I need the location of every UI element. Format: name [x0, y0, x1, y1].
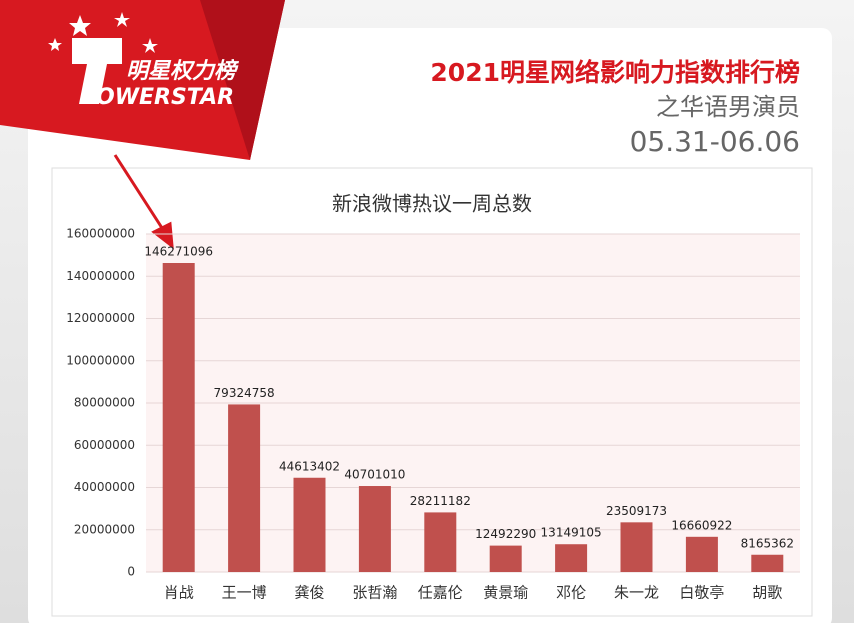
- bar: [162, 263, 195, 572]
- x-tick-label: 朱一龙: [614, 584, 659, 602]
- date-range: 05.31-06.06: [630, 125, 800, 158]
- y-tick-label: 160000000: [66, 227, 135, 241]
- value-label: 146271096: [144, 245, 213, 259]
- bar: [555, 544, 588, 572]
- x-tick-label: 黄景瑜: [483, 584, 528, 602]
- x-tick-label: 任嘉伦: [418, 584, 463, 602]
- bar: [293, 477, 326, 572]
- value-label: 40701010: [344, 468, 405, 482]
- bar: [424, 512, 457, 572]
- wordmark: OWERSTAR: [96, 85, 234, 110]
- value-label: 16660922: [671, 518, 732, 532]
- x-tick-label: 龚俊: [294, 584, 324, 602]
- y-tick-label: 100000000: [66, 353, 135, 367]
- page-subtitle: 之华语男演员: [656, 93, 800, 121]
- value-label: 8165362: [741, 536, 794, 550]
- arrow: [113, 154, 174, 250]
- y-tick-label: 40000000: [74, 480, 135, 494]
- value-label: 12492290: [475, 527, 536, 541]
- fist-icon: [72, 38, 122, 104]
- bar: [358, 486, 391, 572]
- x-tick-label: 张哲瀚: [352, 584, 397, 602]
- value-label: 44613402: [279, 459, 340, 473]
- x-tick-label: 胡歌: [752, 584, 782, 602]
- value-label: 13149105: [541, 526, 602, 540]
- bar: [489, 545, 522, 572]
- y-tick-label: 20000000: [74, 522, 135, 536]
- bar: [685, 536, 718, 572]
- x-tick-label: 肖战: [164, 584, 194, 602]
- y-tick-label: 0: [127, 565, 135, 579]
- bar: [751, 554, 784, 572]
- y-tick-label: 80000000: [74, 396, 135, 410]
- value-label: 28211182: [410, 494, 471, 508]
- brand: 明星权力榜: [126, 58, 240, 84]
- x-tick-label: 邓伦: [556, 584, 586, 602]
- chart-title: 新浪微博热议一周总数: [332, 192, 532, 216]
- bar: [620, 522, 653, 572]
- stars: [48, 12, 158, 53]
- y-tick-label: 60000000: [74, 438, 135, 452]
- y-tick-label: 120000000: [66, 311, 135, 325]
- x-tick-label: 白敬亭: [679, 584, 724, 602]
- y-tick-label: 140000000: [66, 269, 135, 283]
- logo-shade: [200, 0, 285, 160]
- page-title: 2021明星网络影响力指数排行榜: [430, 58, 800, 87]
- value-label: 79324758: [214, 386, 275, 400]
- value-label: 23509173: [606, 504, 667, 518]
- bar: [228, 404, 261, 572]
- x-tick-label: 王一博: [222, 584, 267, 602]
